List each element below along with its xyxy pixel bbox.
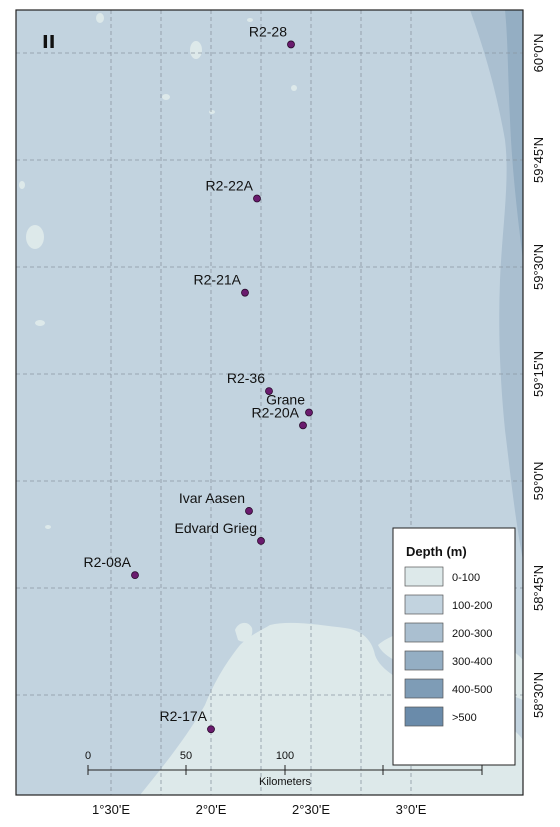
site-label: R2-21A	[194, 272, 242, 288]
map-frame	[15, 9, 524, 796]
site-label: Grane	[266, 392, 305, 408]
legend-title: Depth (m)	[406, 544, 467, 559]
site-marker[interactable]	[299, 421, 307, 430]
shoal	[291, 85, 297, 91]
legend-label: >500	[452, 712, 477, 724]
site-label: Ivar Aasen	[179, 490, 245, 506]
shoal	[247, 18, 253, 22]
site-marker[interactable]	[241, 288, 249, 297]
site-marker[interactable]	[265, 387, 273, 396]
panel-label: II	[42, 32, 55, 53]
legend-swatch	[404, 566, 444, 587]
legend-swatch	[404, 678, 444, 699]
shoal	[45, 525, 51, 529]
shoal	[96, 13, 104, 23]
longitude-label: 2°0'E	[196, 802, 227, 817]
site-label: R2-36	[227, 370, 265, 386]
legend: Depth (m) 0-100 100-200 200-300 300-400 400-…	[392, 527, 516, 766]
shoal	[26, 225, 44, 249]
site-marker[interactable]	[257, 537, 265, 545]
legend-swatch	[404, 594, 444, 615]
legend-label: 100-200	[452, 600, 492, 612]
legend-swatch	[404, 706, 444, 727]
depth-zone-200-300	[470, 10, 523, 560]
latitude-label: 58°30'N	[531, 672, 546, 718]
depth-zone-300-400	[505, 10, 523, 260]
latitude-label: 59°15'N	[531, 351, 546, 397]
shoal	[35, 320, 45, 326]
legend-label: 400-500	[452, 684, 492, 696]
site-label: R2-28	[249, 23, 287, 39]
latitude-label: 60°0'N	[531, 34, 546, 73]
legend-label: 300-400	[452, 656, 492, 668]
site-marker[interactable]	[253, 194, 261, 203]
site-marker[interactable]	[207, 725, 215, 734]
site-marker[interactable]	[131, 571, 139, 580]
site-marker[interactable]	[287, 40, 295, 49]
scale-bar: 0 50 100 200 Kilometers	[85, 750, 491, 788]
scale-unit: Kilometers	[259, 776, 311, 788]
latitude-label: 59°30'N	[531, 244, 546, 290]
site-label: R2-22A	[206, 178, 254, 194]
shoal	[235, 622, 253, 642]
longitude-labels: 1°30'E 2°0'E 2°30'E 3°0'E	[92, 802, 427, 817]
shoal	[162, 94, 170, 100]
scale-label: 50	[180, 750, 192, 762]
latitude-label: 59°0'N	[531, 462, 546, 501]
legend-label: 0-100	[452, 572, 480, 584]
shoal	[302, 645, 314, 659]
longitude-label: 1°30'E	[92, 802, 130, 817]
site-label: Edvard Grieg	[175, 520, 257, 536]
longitude-label: 3°0'E	[396, 802, 427, 817]
latitude-labels: 60°0'N 59°45'N 59°30'N 59°15'N 59°0'N 58°45'N…	[531, 34, 546, 718]
site-label: R2-08A	[84, 554, 132, 570]
shoal	[19, 181, 25, 189]
legend-swatch	[404, 650, 444, 671]
legend-box	[392, 527, 516, 766]
scale-label: 100	[276, 750, 294, 762]
legend-items: 0-100 100-200 200-300 300-400 400-500 >500	[404, 566, 492, 727]
latitude-label: 59°45'N	[531, 137, 546, 183]
legend-label: 200-300	[452, 628, 492, 640]
site-marker[interactable]	[305, 408, 313, 417]
shoal	[209, 110, 215, 114]
scale-label: 0	[85, 750, 91, 762]
legend-swatch	[404, 622, 444, 643]
site-label: R2-17A	[160, 708, 208, 724]
shoal	[190, 41, 202, 59]
latitude-label: 58°45'N	[531, 565, 546, 611]
site-label: R2-20A	[252, 404, 300, 420]
longitude-label: 2°30'E	[292, 802, 330, 817]
site-marker[interactable]	[245, 507, 253, 515]
